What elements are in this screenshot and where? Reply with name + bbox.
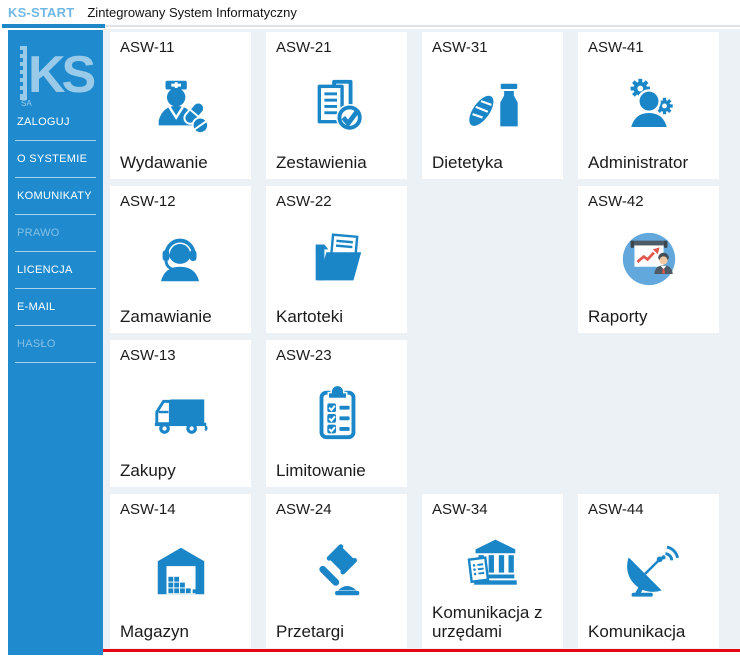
warehouse-icon <box>157 547 204 595</box>
tile-icon-wrap <box>120 210 241 307</box>
svg-text:SA: SA <box>21 99 32 108</box>
tile-asw-23[interactable]: ASW-23 Limitowanie <box>266 340 407 487</box>
tile-label: Zakupy <box>120 461 176 481</box>
tile-code: ASW-14 <box>120 501 176 518</box>
sidebar: KS SA ZALOGUJ O SYSTEMIE KOMUNIKATY PRAW… <box>8 30 103 655</box>
tile-icon-wrap <box>588 56 709 153</box>
satellite-dish-icon <box>626 546 679 597</box>
sidebar-menu: ZALOGUJ O SYSTEMIE KOMUNIKATY PRAWO LICE… <box>8 104 103 363</box>
ks-logo-icon: KS SA <box>20 46 99 108</box>
tile-asw-11[interactable]: ASW-11 Wydawanie <box>110 32 251 179</box>
tile-icon-wrap <box>276 56 397 153</box>
tile-icon-wrap <box>276 364 397 461</box>
tile-code: ASW-23 <box>276 347 332 364</box>
tile-icon-wrap <box>120 56 241 153</box>
tile-asw-41[interactable]: ASW-41 Administrator <box>578 32 719 179</box>
tile-code: ASW-22 <box>276 193 332 210</box>
sidebar-item-o-systemie[interactable]: O SYSTEMIE <box>15 141 96 178</box>
tile-label: Dietetyka <box>432 153 503 173</box>
titlebar: KS-START Zintegrowany System Informatycz… <box>0 0 740 24</box>
sidebar-item-label: HASŁO <box>17 338 56 350</box>
tile-code: ASW-44 <box>588 501 644 518</box>
tile-asw-44[interactable]: ASW-44 Komunikacja <box>578 494 719 648</box>
tile-label: Komunikacja <box>588 622 686 642</box>
tile-code: ASW-42 <box>588 193 644 210</box>
tile-label: Zestawienia <box>276 153 367 173</box>
tile-asw-13[interactable]: ASW-13 Zakupy <box>110 340 251 487</box>
folder-documents-icon <box>315 233 361 281</box>
tile-icon-wrap <box>588 518 709 622</box>
tile-label: Magazyn <box>120 622 189 642</box>
tile-label: Kartoteki <box>276 307 344 327</box>
tile-asw-31[interactable]: ASW-31 Dietetyka <box>422 32 563 179</box>
tile-code: ASW-11 <box>120 39 175 56</box>
presentation-chart-icon <box>622 232 675 285</box>
tile-label: Komunikacja z urzędami <box>432 602 543 642</box>
ks-logo: KS SA <box>8 30 103 108</box>
app-brand: KS-START <box>8 4 75 20</box>
tile-label: Przetargi <box>276 622 345 642</box>
sidebar-item-licencja[interactable]: LICENCJA <box>15 252 96 289</box>
sidebar-item-prawo[interactable]: PRAWO <box>15 215 96 252</box>
sidebar-item-e-mail[interactable]: E-MAIL <box>15 289 96 326</box>
sidebar-item-komunikaty[interactable]: KOMUNIKATY <box>15 178 96 215</box>
header-accent-rule <box>2 24 105 28</box>
delivery-truck-icon <box>154 399 208 434</box>
tile-asw-14[interactable]: ASW-14 Magazyn <box>110 494 251 648</box>
tile-code: ASW-24 <box>276 501 332 518</box>
tile-icon-wrap <box>432 56 553 153</box>
tile-icon-wrap <box>588 210 709 307</box>
tile-label: Raporty <box>588 307 648 327</box>
sidebar-item-haslo[interactable]: HASŁO <box>15 326 96 363</box>
headset-agent-icon <box>157 236 202 283</box>
sidebar-item-label: LICENCJA <box>17 264 73 276</box>
sidebar-item-label: KOMUNIKATY <box>17 190 92 202</box>
tile-code: ASW-12 <box>120 193 176 210</box>
tile-label: Limitowanie <box>276 461 366 481</box>
checklist-clipboard-icon <box>319 384 355 439</box>
svg-text:KS: KS <box>28 46 95 104</box>
tile-label: Zamawianie <box>120 307 212 327</box>
tile-icon-wrap <box>120 364 241 461</box>
tile-grid: ASW-11 Wydawanie ASW-21 Zestawie <box>110 32 719 648</box>
app-title: Zintegrowany System Informatyczny <box>87 4 297 20</box>
tile-code: ASW-34 <box>432 501 488 518</box>
tile-label: Administrator <box>588 153 689 173</box>
tile-code: ASW-41 <box>588 39 644 56</box>
tile-code: ASW-21 <box>276 39 332 56</box>
tile-asw-22[interactable]: ASW-22 Kartoteki <box>266 186 407 333</box>
tile-area: ASW-11 Wydawanie ASW-21 Zestawie <box>103 29 740 649</box>
sidebar-item-label: E-MAIL <box>17 301 56 313</box>
tile-icon-wrap <box>432 518 553 603</box>
report-check-icon <box>317 79 363 131</box>
tile-asw-34[interactable]: ASW-34 Komunikacja z urzędami <box>422 494 563 648</box>
sidebar-item-zaloguj[interactable]: ZALOGUJ <box>15 104 96 141</box>
header-rule <box>105 25 740 27</box>
gavel-icon <box>318 544 359 596</box>
sidebar-item-label: ZALOGUJ <box>17 116 70 128</box>
tile-asw-12[interactable]: ASW-12 Zamawianie <box>110 186 251 333</box>
tile-icon-wrap <box>276 518 397 622</box>
tile-code: ASW-31 <box>432 39 488 56</box>
tile-icon-wrap <box>120 518 241 622</box>
nurse-pills-icon <box>158 80 209 134</box>
tile-asw-42[interactable]: ASW-42 Raporty <box>578 186 719 333</box>
bottom-red-line <box>103 649 740 652</box>
tile-label: Wydawanie <box>120 153 208 173</box>
bread-milk-icon <box>468 83 518 127</box>
tile-code: ASW-13 <box>120 347 176 364</box>
user-gears-icon <box>627 78 673 130</box>
sidebar-item-label: PRAWO <box>17 227 60 239</box>
tile-asw-24[interactable]: ASW-24 Przetargi <box>266 494 407 648</box>
tile-icon-wrap <box>276 210 397 307</box>
bank-document-icon <box>467 540 517 586</box>
sidebar-item-label: O SYSTEMIE <box>17 153 88 165</box>
tile-asw-21[interactable]: ASW-21 Zestawienia <box>266 32 407 179</box>
